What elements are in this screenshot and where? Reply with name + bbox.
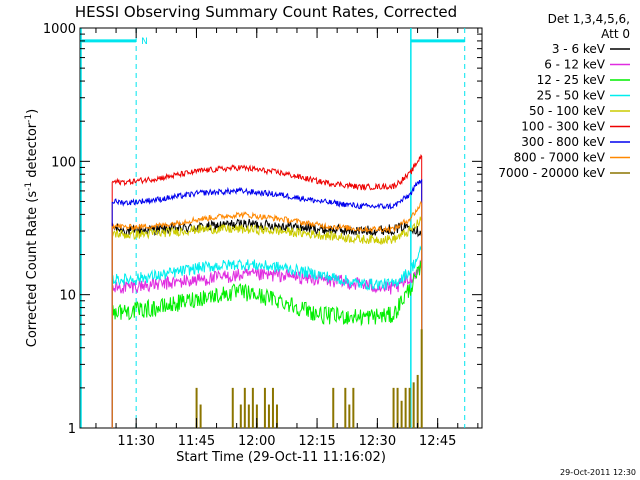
series-12-25-kev	[111, 260, 423, 428]
legend-entry-label: 800 - 7000 keV	[514, 151, 606, 165]
x-axis: 11:30 11:45 12:00 12:15 12:30 12:45 Start Time…	[95, 28, 479, 465]
plot-frame	[79, 27, 483, 429]
legend-entry-label: 3 - 6 keV	[552, 42, 606, 56]
series-800-7000-kev	[111, 200, 423, 428]
legend-entry-label: 7000 - 20000 keV	[498, 166, 605, 180]
legend-entry-label: 6 - 12 keV	[544, 58, 606, 72]
y-tick-label: 1	[68, 422, 76, 437]
legend-entry-label: 12 - 25 keV	[537, 73, 606, 87]
attenuator-flag-label: N	[141, 37, 148, 47]
series-group	[111, 153, 423, 428]
y-tick-label: 100	[51, 155, 76, 170]
legend-entry-label: 300 - 800 keV	[521, 135, 605, 149]
y-axis-label: Corrected Count Rate (s-1 detector-1)	[24, 109, 40, 347]
x-tick-label: 12:30	[359, 434, 396, 449]
chart-title: HESSI Observing Summary Count Rates, Cor…	[75, 3, 457, 21]
legend-entry-label: 100 - 300 keV	[521, 120, 605, 134]
y-tick-label: 1000	[43, 22, 76, 37]
x-tick-label: 12:00	[238, 434, 275, 449]
series-300-800-kev	[111, 179, 423, 428]
legend: Det 1,3,4,5,6,Att 03 - 6 keV 6 - 12 keV12…	[498, 12, 630, 180]
x-axis-label: Start Time (29-Oct-11 11:16:02)	[176, 450, 386, 465]
x-tick-label: 11:45	[178, 434, 215, 449]
series-6-12-kev	[111, 253, 423, 428]
series-50-100-kev	[111, 216, 423, 428]
y-tick-label: 10	[59, 289, 76, 304]
legend-entry-label: 50 - 100 keV	[529, 104, 606, 118]
series-7000-20000-kev	[195, 329, 423, 428]
footer-date: 29-Oct-2011 12:30	[560, 468, 636, 477]
x-tick-label: 12:15	[298, 434, 335, 449]
legend-entry-label: 25 - 50 keV	[537, 89, 606, 103]
x-tick-label: 11:30	[117, 434, 154, 449]
y-axis: 1 10 100 1000 Corrected Count Rate (s-1 dete…	[24, 22, 482, 437]
series-25-50-kev	[111, 244, 423, 428]
series-100-300-kev	[111, 153, 423, 428]
legend-header-2: Att 0	[601, 27, 630, 41]
x-tick-label: 12:45	[419, 434, 456, 449]
legend-header-1: Det 1,3,4,5,6,	[548, 12, 630, 26]
